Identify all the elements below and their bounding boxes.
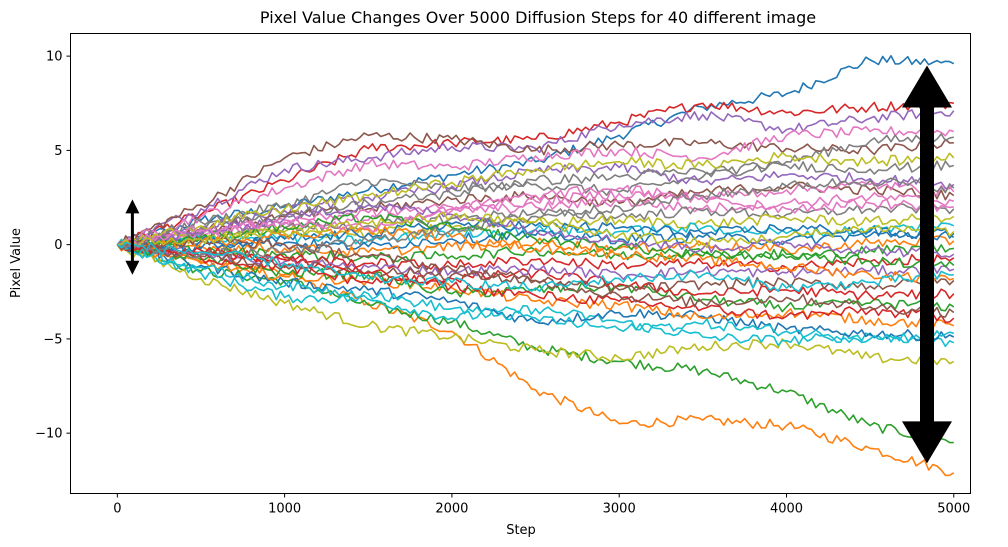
series-line [117,131,954,247]
x-tick-label: 0 [113,502,121,517]
x-tick-label: 1000 [268,502,301,517]
y-tick-label: 0 [54,238,62,253]
series-line [116,162,955,248]
series-line [117,242,954,263]
axes-frame [70,33,971,494]
series-line [116,241,955,366]
chart-title: Pixel Value Changes Over 5000 Diffusion … [260,8,816,27]
series-line [117,211,955,249]
series-line [116,225,955,283]
y-tick-label: 10 [46,50,63,65]
series-line [116,243,955,344]
series-line [116,241,955,301]
y-tick-label: 5 [54,144,62,159]
plot-area [116,54,955,477]
series-line [116,218,955,253]
x-axis: 0 1000 2000 3000 4000 5000 [113,493,970,517]
y-tick-label: −5 [43,332,62,347]
x-tick-label: 5000 [937,502,970,517]
series-line [116,243,955,342]
y-axis: −10 −5 0 5 10 [35,50,71,442]
series-line [117,228,955,251]
y-axis-label: Pixel Value [9,228,24,298]
large-spread-arrow [902,65,953,464]
series-line [116,244,954,444]
series-line [116,184,954,247]
series-line [116,241,954,293]
series-line [116,240,955,348]
series-line [116,109,955,246]
annotations [125,65,953,464]
series-line [117,243,955,273]
series-line [116,235,955,257]
series-line [116,213,955,269]
series-line [116,203,955,258]
x-tick-label: 2000 [435,502,468,517]
series-line [117,152,955,247]
series-line [116,236,955,318]
x-tick-label: 3000 [603,502,636,517]
x-tick-label: 4000 [770,502,803,517]
small-spread-arrow [125,199,140,275]
series-line [116,126,955,247]
y-tick-label: −10 [35,427,62,442]
series-line [116,240,955,324]
series-line [116,177,955,260]
x-axis-label: Step [506,523,536,538]
series-line [116,160,955,249]
series-line [117,99,954,246]
